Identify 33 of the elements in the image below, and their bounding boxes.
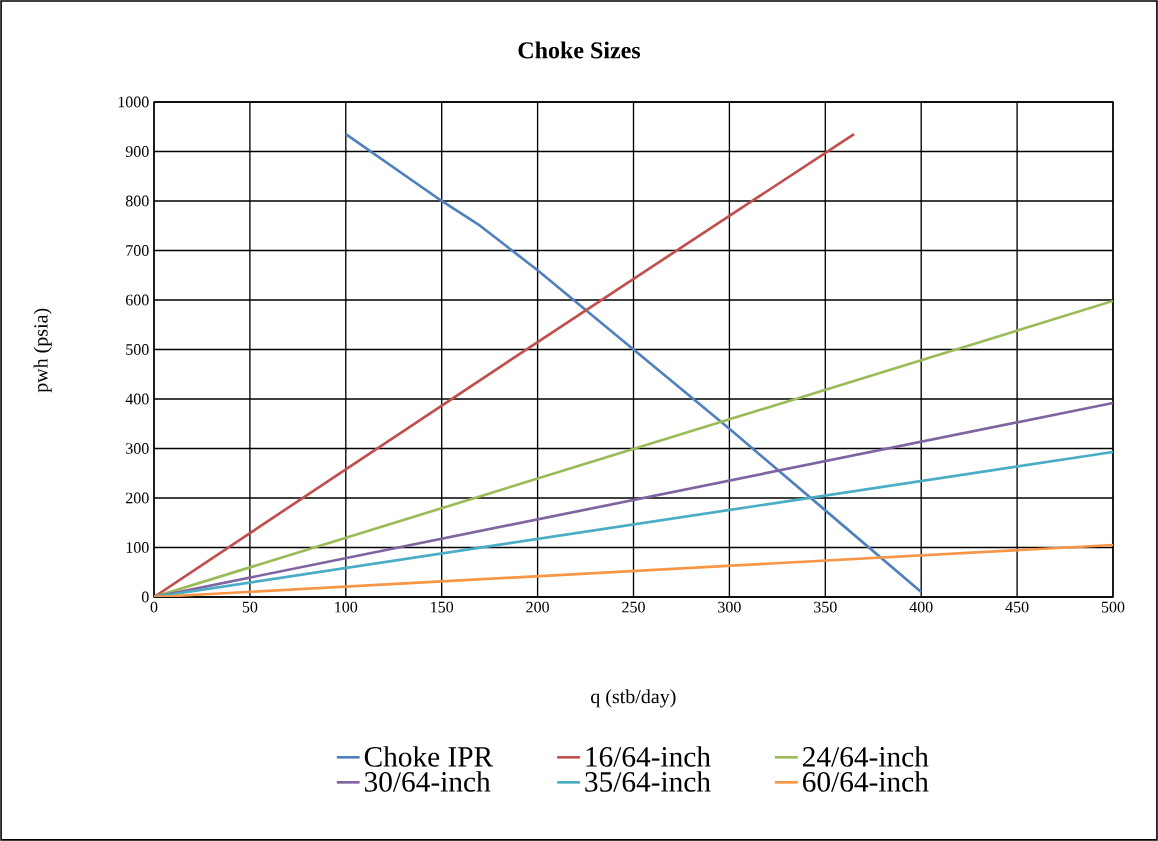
y-tick-label: 0	[141, 591, 149, 603]
y-tick-label: 900	[125, 146, 149, 157]
legend-label: 24/64-inch	[803, 746, 929, 767]
x-tick-label: 350	[814, 601, 837, 613]
y-tick-label: 500	[126, 344, 149, 355]
y-tick-label: 400	[125, 393, 149, 405]
y-tick-label: 100	[126, 542, 149, 553]
x-tick-label: 100	[335, 601, 358, 613]
line-series	[344, 132, 923, 594]
x-tick-label: 300	[718, 601, 741, 613]
x-tick-label: 0	[150, 601, 158, 613]
legend-label: 60/64-inch	[803, 771, 929, 792]
y-tick-label: 700	[126, 245, 149, 256]
legend-label: Choke IPR	[364, 746, 494, 767]
y-tick-label: 300	[126, 443, 149, 454]
y-tick-label: 200	[126, 492, 149, 504]
y-tick-label: 800	[125, 195, 149, 207]
y-tick-label: 600	[125, 294, 149, 306]
legend-label: 35/64-inch	[585, 771, 711, 792]
x-tick-label: 250	[622, 601, 645, 613]
legend-label: 16/64-inch	[586, 746, 711, 767]
x-tick-label: 500	[1101, 601, 1125, 613]
x-axis-title: q (stb/day)	[591, 689, 676, 708]
y-tick-label: 1000	[118, 96, 149, 108]
x-tick-label: 200	[526, 601, 549, 613]
x-tick-label: 150	[431, 601, 454, 613]
x-tick-label: 450	[1005, 601, 1029, 613]
y-axis-title: pwh (psia)	[33, 308, 52, 393]
x-tick-label: 50	[242, 601, 258, 613]
legend-label: 30/64-inch	[364, 771, 491, 792]
line-series	[154, 132, 856, 597]
x-tick-label: 400	[909, 601, 933, 613]
chart-title: Choke Sizes	[518, 41, 641, 59]
